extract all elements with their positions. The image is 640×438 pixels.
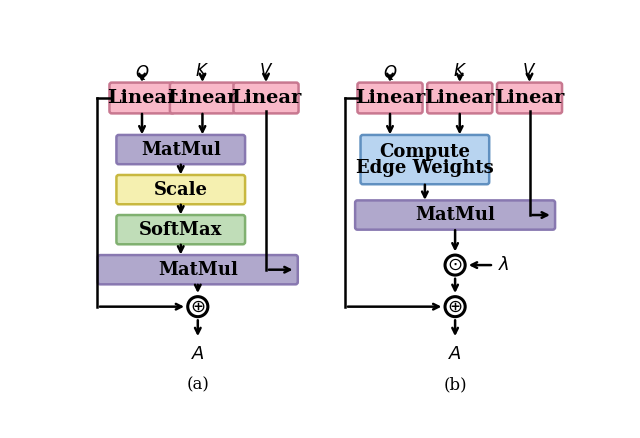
Text: Compute: Compute [380,142,470,161]
Text: SoftMax: SoftMax [139,221,223,239]
Text: $Q$: $Q$ [383,64,397,82]
Text: (b): (b) [444,376,467,393]
FancyBboxPatch shape [428,83,492,113]
Text: $K$: $K$ [452,64,467,80]
Circle shape [188,297,208,317]
Text: $A$: $A$ [448,345,462,363]
FancyBboxPatch shape [98,255,298,284]
Circle shape [445,297,465,317]
FancyBboxPatch shape [497,83,562,113]
Circle shape [445,255,465,275]
Text: MatMul: MatMul [415,206,495,224]
Text: $\oplus$: $\oplus$ [447,298,463,316]
FancyBboxPatch shape [234,83,298,113]
FancyBboxPatch shape [116,135,245,164]
FancyBboxPatch shape [358,83,422,113]
FancyBboxPatch shape [355,201,555,230]
FancyBboxPatch shape [116,175,245,204]
FancyBboxPatch shape [109,83,175,113]
Text: Linear: Linear [231,89,301,107]
FancyBboxPatch shape [170,83,235,113]
FancyBboxPatch shape [116,215,245,244]
Text: Linear: Linear [355,89,425,107]
Text: MatMul: MatMul [158,261,237,279]
Text: $\oplus$: $\oplus$ [190,298,205,316]
Text: Linear: Linear [424,89,495,107]
Text: Linear: Linear [167,89,237,107]
Text: $K$: $K$ [195,64,209,80]
FancyBboxPatch shape [360,135,489,184]
Text: Linear: Linear [494,89,564,107]
Text: (a): (a) [186,376,209,393]
Text: $A$: $A$ [191,345,205,363]
Text: MatMul: MatMul [141,141,221,159]
Text: $\odot$: $\odot$ [447,256,463,274]
Text: Scale: Scale [154,180,208,198]
Text: $\lambda$: $\lambda$ [499,256,510,274]
Text: Linear: Linear [107,89,177,107]
Text: $V$: $V$ [259,64,273,80]
Text: Edge Weights: Edge Weights [356,159,493,177]
Text: $V$: $V$ [522,64,537,80]
Text: $Q$: $Q$ [135,64,149,82]
